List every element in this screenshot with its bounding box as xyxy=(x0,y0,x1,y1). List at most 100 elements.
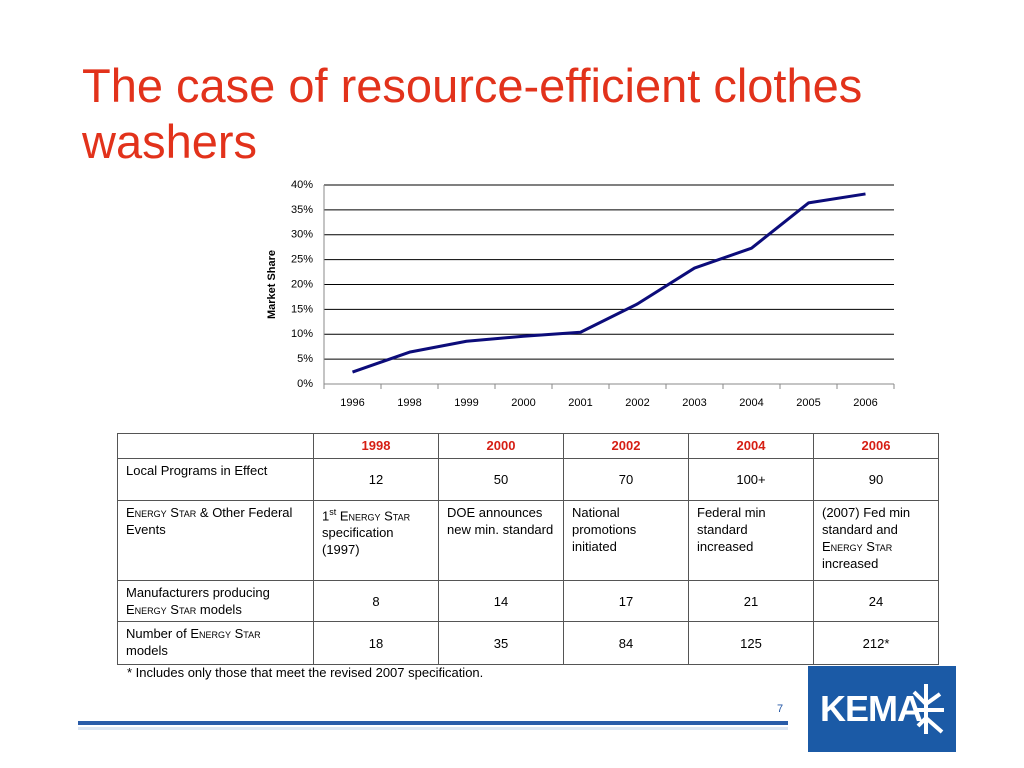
footer-rule xyxy=(78,721,788,725)
table-cell: 84 xyxy=(563,621,689,665)
cell-text: Energy Star xyxy=(126,505,197,520)
cell-text: 1 xyxy=(322,508,330,524)
table-cell: 212* xyxy=(813,621,939,665)
table-cell: 50 xyxy=(438,458,564,501)
table-cell: 70 xyxy=(563,458,689,501)
y-tick-label: 0% xyxy=(297,378,313,390)
cell-text: Number of xyxy=(126,626,191,641)
table-cell: 8 xyxy=(313,580,439,622)
x-tick-label: 1999 xyxy=(454,397,478,409)
cell-text: DOE announces new min. standard xyxy=(447,505,554,537)
data-table: 1998 2000 2002 2004 2006 Local Programs in Ef… xyxy=(117,433,939,665)
cell-text: & Other Federal Events xyxy=(126,505,293,537)
y-tick-label: 5% xyxy=(297,353,313,365)
cell-text: 14 xyxy=(493,593,509,609)
table-cell: 100+ xyxy=(688,458,814,501)
data-line xyxy=(352,192,866,374)
table-cell: National promotions initiated xyxy=(563,500,689,581)
x-tick-label: 2002 xyxy=(625,397,649,409)
table-cell: 14 xyxy=(438,580,564,622)
cell-text: 12 xyxy=(368,472,384,487)
cell-text: National promotions initiated xyxy=(572,505,637,554)
cell-text: (2007) Fed min standard and xyxy=(822,505,911,537)
x-tick-label: 2005 xyxy=(796,397,820,409)
page-number: 7 xyxy=(777,703,784,715)
table-cell: (2007) Fed min standard and Energy Star … xyxy=(813,500,939,581)
header-cell: 1998 xyxy=(313,433,439,459)
cell-text: Energy Star xyxy=(190,626,261,641)
header-cell: 2000 xyxy=(438,433,564,459)
table-cell: DOE announces new min. standard xyxy=(438,500,564,581)
x-tick-label: 2006 xyxy=(853,397,877,409)
y-tick-label: 30% xyxy=(291,229,313,241)
header-cell: 2002 xyxy=(563,433,689,459)
x-tick-label: 1996 xyxy=(340,397,364,409)
cell-text: 8 xyxy=(372,593,380,609)
y-tick-label: 35% xyxy=(291,204,313,216)
cell-text: 84 xyxy=(618,635,634,651)
cell-text: models xyxy=(126,643,168,658)
y-tick-label: 20% xyxy=(291,278,313,290)
logo: KEMA xyxy=(808,666,956,752)
cell-text: models xyxy=(196,602,242,617)
row-label: Manufacturers producing Energy Star mode… xyxy=(117,580,314,622)
chart: 0% 5% 10% 15% 20% 25% 30% 35% 40% Market Share 199… xyxy=(266,179,895,409)
logo-symbol xyxy=(912,684,944,734)
footer-rule-shadow xyxy=(78,727,788,730)
cell-text: 35 xyxy=(493,635,509,651)
cell-text: 18 xyxy=(368,635,384,651)
table-cell: 1st Energy Star specification (1997) xyxy=(313,500,439,581)
cell-text: Energy Star xyxy=(822,539,893,554)
table-cell: 17 xyxy=(563,580,689,622)
cell-text: 90 xyxy=(868,472,884,487)
logo-text: KEMA xyxy=(820,688,923,729)
cell-text: Manufacturers producing xyxy=(126,585,270,600)
table-row: Manufacturers producing Energy Star mode… xyxy=(117,580,939,622)
y-tick-label: 10% xyxy=(291,328,313,340)
cell-text: Federal min standard increased xyxy=(697,505,766,554)
cell-text: 70 xyxy=(618,472,634,487)
table-cell: 35 xyxy=(438,621,564,665)
cell-text: 50 xyxy=(493,472,509,487)
table-cell: 21 xyxy=(688,580,814,622)
x-tick-label: 2001 xyxy=(568,397,592,409)
cell-text: 212* xyxy=(862,635,890,651)
table-row: Local Programs in Effect 12 50 70 100+ 90 xyxy=(117,458,939,501)
header-cell: 2004 xyxy=(688,433,814,459)
x-tick-label: 2000 xyxy=(511,397,535,409)
cell-text: Local Programs in Effect xyxy=(126,463,268,478)
y-tick-label: 15% xyxy=(291,303,313,315)
cell-text: 21 xyxy=(743,593,759,609)
header-row: 1998 2000 2002 2004 2006 xyxy=(117,433,939,459)
y-tick-label: 25% xyxy=(291,254,313,266)
cell-text: 24 xyxy=(868,593,884,609)
x-tick-label: 2004 xyxy=(739,397,763,409)
x-tick-label: 2003 xyxy=(682,397,706,409)
table-cell: Federal min standard increased xyxy=(688,500,814,581)
table-row: Energy Star & Other Federal Events 1st En… xyxy=(117,500,939,581)
cell-text: Energy Star xyxy=(126,602,197,617)
table-cell: 125 xyxy=(688,621,814,665)
y-tick-label: 40% xyxy=(291,179,313,191)
cell-text: specification (1997) xyxy=(322,525,394,558)
table-cell: 18 xyxy=(313,621,439,665)
row-label: Energy Star & Other Federal Events xyxy=(117,500,314,581)
table-cell: 24 xyxy=(813,580,939,622)
x-tick-label: 1998 xyxy=(397,397,421,409)
cell-text: Energy Star xyxy=(336,508,411,524)
cell-text: 100+ xyxy=(736,472,766,487)
cell-text: 17 xyxy=(618,593,634,609)
row-label: Number of Energy Star models xyxy=(117,621,314,665)
header-cell: 2006 xyxy=(813,433,939,459)
cell-text: 125 xyxy=(740,635,762,651)
table-row: Number of Energy Star models 18 35 84 125 212… xyxy=(117,621,939,665)
cell-text: increased xyxy=(822,556,879,571)
header-cell xyxy=(117,433,314,459)
row-label: Local Programs in Effect xyxy=(117,458,314,501)
table-cell: 90 xyxy=(813,458,939,501)
y-axis-label: Market Share xyxy=(266,250,278,319)
slide-title: The case of resource-efficient clothes w… xyxy=(82,59,863,168)
footnote: * Includes only those that meet the revi… xyxy=(127,665,484,680)
table-cell: 12 xyxy=(313,458,439,501)
